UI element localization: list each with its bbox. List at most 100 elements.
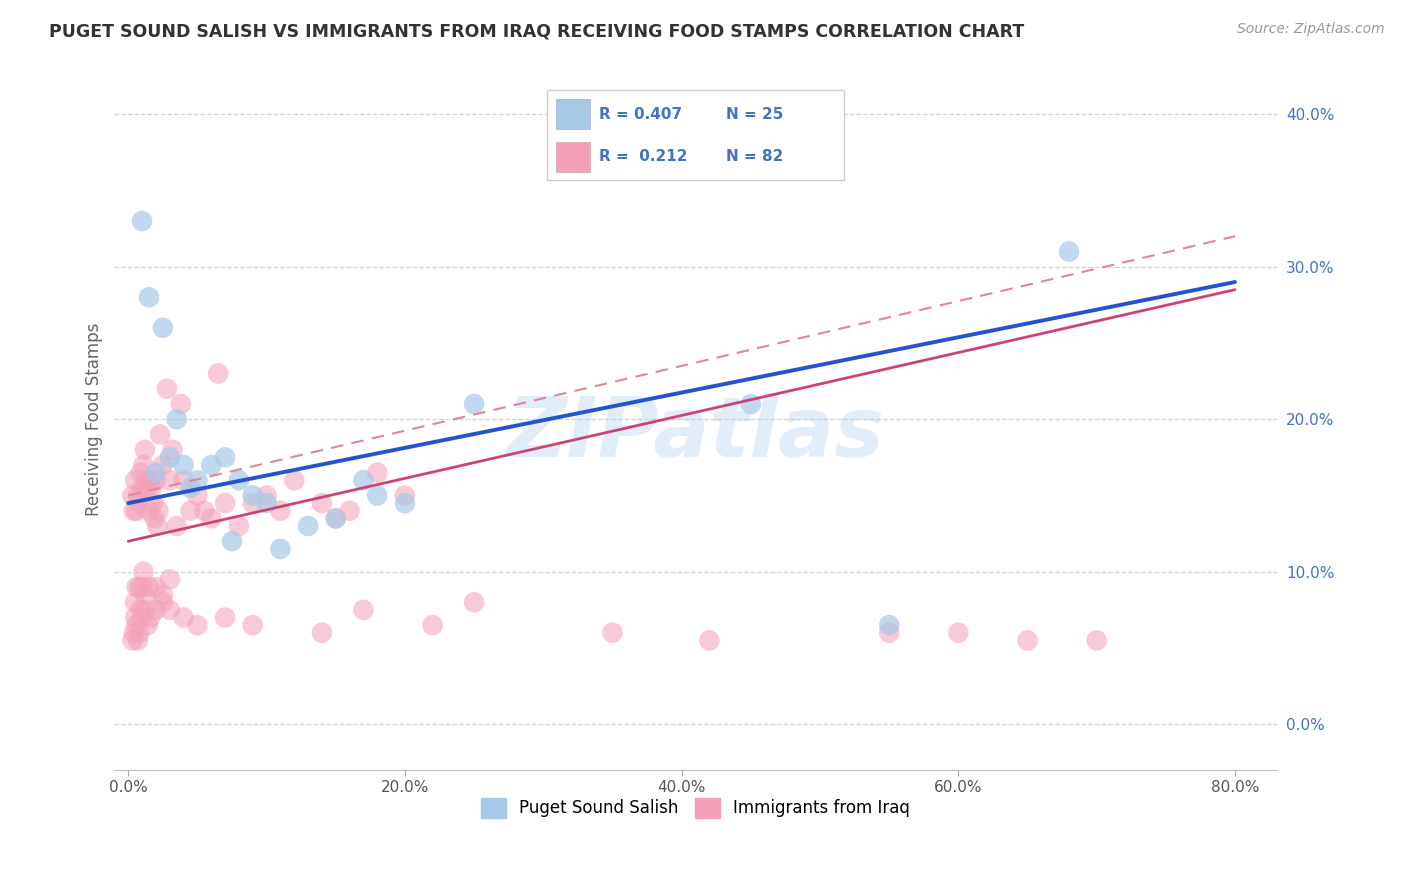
Point bbox=[366, 466, 388, 480]
Point bbox=[145, 580, 167, 594]
Point bbox=[134, 588, 156, 602]
Point bbox=[134, 442, 156, 457]
Point bbox=[1085, 633, 1108, 648]
Point bbox=[740, 397, 762, 411]
Point bbox=[207, 367, 229, 381]
Point bbox=[129, 466, 152, 480]
Point bbox=[131, 610, 153, 624]
Point bbox=[141, 481, 163, 495]
Point bbox=[145, 603, 167, 617]
Point bbox=[152, 595, 174, 609]
Point bbox=[129, 603, 152, 617]
Point bbox=[125, 618, 148, 632]
Point bbox=[221, 534, 243, 549]
Point bbox=[125, 504, 148, 518]
Point bbox=[311, 496, 333, 510]
Point bbox=[256, 496, 278, 510]
Point bbox=[138, 504, 160, 518]
Point bbox=[200, 511, 222, 525]
Point bbox=[422, 618, 444, 632]
Point bbox=[352, 603, 374, 617]
Point bbox=[159, 473, 181, 487]
Point bbox=[186, 618, 208, 632]
Point bbox=[128, 496, 150, 510]
Point bbox=[170, 397, 193, 411]
Point bbox=[145, 473, 167, 487]
Point bbox=[134, 603, 156, 617]
Point bbox=[173, 610, 195, 624]
Point bbox=[149, 427, 172, 442]
Point bbox=[139, 473, 162, 487]
Point bbox=[145, 466, 167, 480]
Text: PUGET SOUND SALISH VS IMMIGRANTS FROM IRAQ RECEIVING FOOD STAMPS CORRELATION CHA: PUGET SOUND SALISH VS IMMIGRANTS FROM IR… bbox=[49, 22, 1025, 40]
Point bbox=[159, 573, 181, 587]
Point bbox=[146, 519, 169, 533]
Point bbox=[128, 580, 150, 594]
Text: Source: ZipAtlas.com: Source: ZipAtlas.com bbox=[1237, 22, 1385, 37]
Point bbox=[877, 618, 900, 632]
Point bbox=[269, 504, 291, 518]
Point bbox=[124, 473, 146, 487]
Point bbox=[366, 489, 388, 503]
Point bbox=[242, 618, 264, 632]
Point bbox=[121, 633, 143, 648]
Point bbox=[136, 481, 159, 495]
Point bbox=[214, 610, 236, 624]
Point bbox=[152, 320, 174, 334]
Point bbox=[602, 625, 624, 640]
Point bbox=[256, 489, 278, 503]
Point bbox=[132, 458, 155, 472]
Point bbox=[394, 496, 416, 510]
Point bbox=[135, 473, 157, 487]
Point bbox=[152, 458, 174, 472]
Y-axis label: Receiving Food Stamps: Receiving Food Stamps bbox=[86, 323, 103, 516]
Point bbox=[131, 580, 153, 594]
Point bbox=[127, 489, 149, 503]
Point bbox=[228, 473, 250, 487]
Point bbox=[173, 473, 195, 487]
Point bbox=[179, 481, 201, 495]
Point bbox=[124, 595, 146, 609]
Point bbox=[143, 511, 166, 525]
Point bbox=[269, 541, 291, 556]
Point bbox=[173, 458, 195, 472]
Point bbox=[142, 496, 165, 510]
Legend: Puget Sound Salish, Immigrants from Iraq: Puget Sound Salish, Immigrants from Iraq bbox=[474, 791, 917, 825]
Point bbox=[156, 382, 179, 396]
Point bbox=[128, 625, 150, 640]
Point bbox=[166, 519, 188, 533]
Point bbox=[228, 519, 250, 533]
Point bbox=[132, 565, 155, 579]
Point bbox=[122, 625, 145, 640]
Point bbox=[186, 489, 208, 503]
Point bbox=[162, 442, 184, 457]
Point bbox=[463, 397, 485, 411]
Point bbox=[297, 519, 319, 533]
Point bbox=[125, 580, 148, 594]
Point bbox=[948, 625, 970, 640]
Point bbox=[394, 489, 416, 503]
Point bbox=[131, 481, 153, 495]
Point bbox=[325, 511, 347, 525]
Point bbox=[311, 625, 333, 640]
Point bbox=[179, 504, 201, 518]
Point bbox=[242, 496, 264, 510]
Point bbox=[131, 214, 153, 228]
Point bbox=[136, 618, 159, 632]
Point bbox=[124, 610, 146, 624]
Point bbox=[159, 603, 181, 617]
Point bbox=[214, 496, 236, 510]
Point bbox=[186, 473, 208, 487]
Text: ZIPatlas: ZIPatlas bbox=[506, 392, 884, 474]
Point bbox=[463, 595, 485, 609]
Point bbox=[339, 504, 361, 518]
Point bbox=[200, 458, 222, 472]
Point bbox=[138, 580, 160, 594]
Point bbox=[159, 450, 181, 465]
Point bbox=[152, 588, 174, 602]
Point bbox=[877, 625, 900, 640]
Point bbox=[697, 633, 720, 648]
Point bbox=[1057, 244, 1080, 259]
Point bbox=[127, 633, 149, 648]
Point bbox=[138, 290, 160, 304]
